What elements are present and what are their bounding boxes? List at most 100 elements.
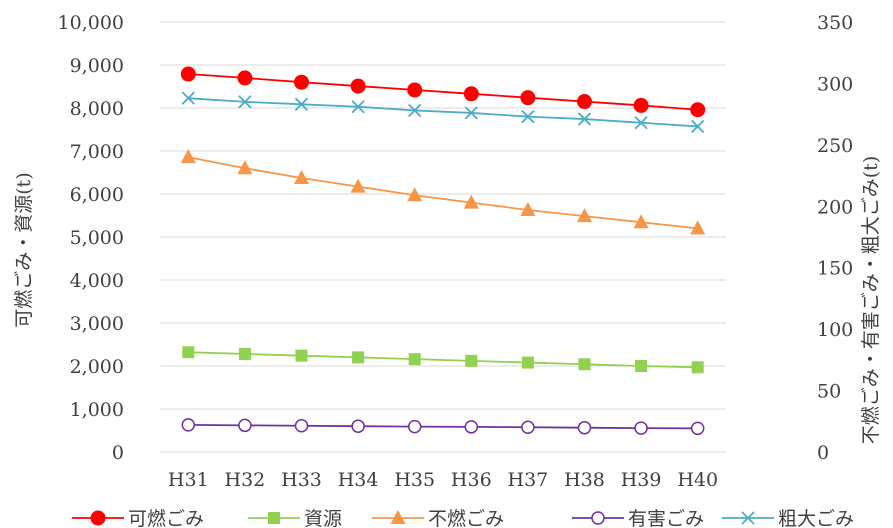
x-tick-label: H40 bbox=[677, 469, 718, 491]
right-tick-label: 350 bbox=[817, 12, 853, 34]
data-point bbox=[180, 149, 196, 164]
data-point bbox=[408, 103, 422, 118]
data-point bbox=[521, 356, 534, 369]
series-line bbox=[188, 351, 698, 369]
data-point bbox=[181, 418, 196, 432]
right-axis-title: 不燃ごみ・有害ごみ・粗大ごみ(t) bbox=[860, 156, 882, 444]
legend-label: 不燃ごみ bbox=[428, 508, 504, 528]
right-axis-ticks: 0 50 100 150 200 250 300 350 bbox=[817, 12, 853, 464]
legend-label: 資源 bbox=[304, 508, 342, 528]
data-point bbox=[295, 349, 308, 362]
right-tick-label: 0 bbox=[817, 442, 829, 464]
legend-label: 粗大ごみ bbox=[778, 508, 854, 528]
data-point bbox=[633, 97, 649, 113]
left-tick-label: 2,000 bbox=[70, 356, 124, 378]
data-point bbox=[521, 420, 535, 435]
data-point bbox=[577, 94, 592, 110]
series-line bbox=[188, 156, 698, 230]
legend-marker bbox=[390, 510, 406, 524]
data-point bbox=[294, 74, 309, 90]
legend-marker bbox=[90, 510, 106, 526]
data-point bbox=[463, 194, 479, 209]
right-tick-label: 300 bbox=[817, 73, 853, 95]
series-5 bbox=[181, 91, 705, 134]
series-1 bbox=[180, 66, 706, 118]
left-tick-label: 1,000 bbox=[70, 399, 124, 421]
data-point bbox=[182, 346, 195, 359]
data-point bbox=[690, 220, 706, 235]
series-line bbox=[188, 97, 698, 128]
data-point bbox=[634, 421, 648, 435]
data-point bbox=[237, 160, 253, 175]
data-point bbox=[238, 347, 251, 360]
right-tick-label: 50 bbox=[817, 381, 841, 403]
data-point bbox=[577, 208, 592, 223]
data-point bbox=[351, 100, 365, 114]
data-point bbox=[180, 66, 196, 82]
legend-item: 不燃ごみ bbox=[372, 508, 504, 528]
left-axis-ticks: 0 1,000 2,000 3,000 4,000 5,000 6,000 7,000 8,00… bbox=[58, 12, 124, 464]
x-tick-label: H35 bbox=[394, 469, 435, 491]
data-point bbox=[464, 420, 479, 434]
data-point bbox=[294, 419, 309, 433]
data-point bbox=[181, 91, 195, 105]
right-tick-label: 100 bbox=[817, 319, 853, 341]
legend-marker bbox=[741, 511, 755, 525]
series-4 bbox=[181, 418, 705, 436]
left-tick-label: 10,000 bbox=[58, 12, 124, 34]
x-tick-label: H36 bbox=[451, 469, 492, 491]
legend-marker bbox=[268, 512, 280, 524]
data-point bbox=[520, 90, 536, 106]
data-point bbox=[691, 119, 705, 134]
x-tick-label: H32 bbox=[225, 469, 266, 491]
series-2 bbox=[182, 346, 704, 374]
series-3 bbox=[180, 149, 706, 235]
data-point bbox=[407, 82, 423, 98]
left-tick-label: 3,000 bbox=[70, 313, 124, 335]
data-point bbox=[408, 353, 421, 366]
x-tick-label: H38 bbox=[564, 469, 605, 491]
data-point bbox=[238, 418, 252, 433]
left-tick-label: 9,000 bbox=[70, 55, 124, 77]
data-point bbox=[407, 187, 423, 202]
data-point bbox=[238, 95, 252, 109]
data-point bbox=[578, 358, 591, 371]
data-point bbox=[691, 361, 704, 374]
legend-marker bbox=[591, 511, 605, 525]
left-tick-label: 6,000 bbox=[70, 184, 124, 206]
data-point bbox=[635, 360, 648, 372]
data-point bbox=[690, 102, 706, 118]
legend-item: 粗大ごみ bbox=[722, 508, 854, 528]
legend-label: 有害ごみ bbox=[628, 508, 704, 528]
data-point bbox=[294, 170, 309, 185]
legend-item: 可燃ごみ bbox=[72, 508, 204, 528]
data-point bbox=[407, 419, 422, 434]
data-point bbox=[521, 109, 535, 124]
data-point bbox=[690, 421, 705, 436]
left-axis-title: 可燃ごみ・資源(t) bbox=[13, 172, 35, 327]
x-tick-label: H39 bbox=[621, 469, 662, 491]
data-point bbox=[351, 419, 365, 433]
series-line bbox=[188, 73, 698, 111]
data-point bbox=[577, 112, 592, 126]
data-point bbox=[350, 178, 366, 193]
left-tick-label: 0 bbox=[112, 442, 124, 464]
data-point bbox=[465, 354, 478, 367]
right-tick-label: 150 bbox=[817, 258, 853, 280]
data-point bbox=[633, 214, 649, 229]
left-tick-label: 4,000 bbox=[70, 270, 124, 292]
x-tick-label: H37 bbox=[508, 469, 549, 491]
left-tick-label: 7,000 bbox=[70, 141, 124, 163]
right-tick-label: 200 bbox=[817, 196, 853, 218]
series-line bbox=[188, 424, 698, 430]
data-point bbox=[634, 116, 648, 130]
data-point bbox=[352, 351, 365, 364]
data-point bbox=[464, 106, 478, 120]
legend-label: 可燃ごみ bbox=[128, 508, 204, 528]
data-point bbox=[294, 97, 309, 111]
data-point bbox=[463, 86, 479, 102]
legend-item: 資源 bbox=[248, 508, 342, 528]
right-tick-label: 250 bbox=[817, 135, 853, 157]
left-tick-label: 8,000 bbox=[70, 98, 124, 120]
